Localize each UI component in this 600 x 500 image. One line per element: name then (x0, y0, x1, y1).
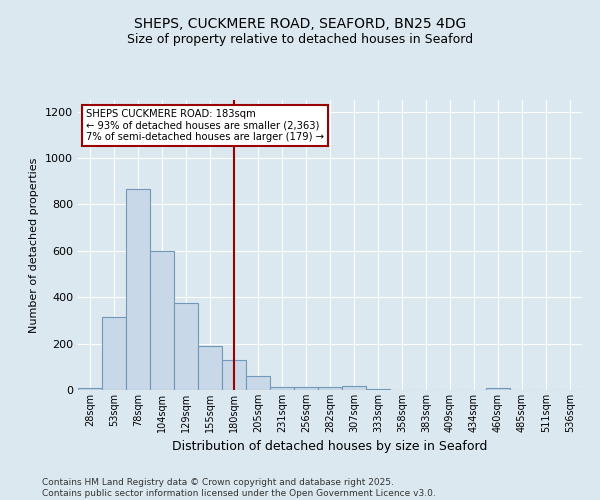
Bar (198, 346, 222, 390)
Text: Contains HM Land Registry data © Crown copyright and database right 2025.
Contai: Contains HM Land Registry data © Crown c… (42, 478, 436, 498)
Bar (126, 190, 150, 390)
Bar (318, 386, 342, 390)
X-axis label: Distribution of detached houses by size in Seaford: Distribution of detached houses by size … (172, 440, 488, 454)
Bar (486, 388, 510, 390)
Bar (246, 376, 270, 390)
Bar (102, 317, 126, 390)
Text: SHEPS CUCKMERE ROAD: 183sqm
← 93% of detached houses are smaller (2,363)
7% of s: SHEPS CUCKMERE ROAD: 183sqm ← 93% of det… (86, 108, 323, 142)
Bar (294, 387, 318, 390)
Bar (174, 303, 198, 390)
Bar (222, 360, 246, 390)
Bar (270, 386, 294, 390)
Bar (78, 388, 102, 390)
Text: SHEPS, CUCKMERE ROAD, SEAFORD, BN25 4DG: SHEPS, CUCKMERE ROAD, SEAFORD, BN25 4DG (134, 18, 466, 32)
Bar (150, 251, 174, 390)
Text: Size of property relative to detached houses in Seaford: Size of property relative to detached ho… (127, 32, 473, 46)
Bar (342, 386, 366, 390)
Y-axis label: Number of detached properties: Number of detached properties (29, 158, 40, 332)
